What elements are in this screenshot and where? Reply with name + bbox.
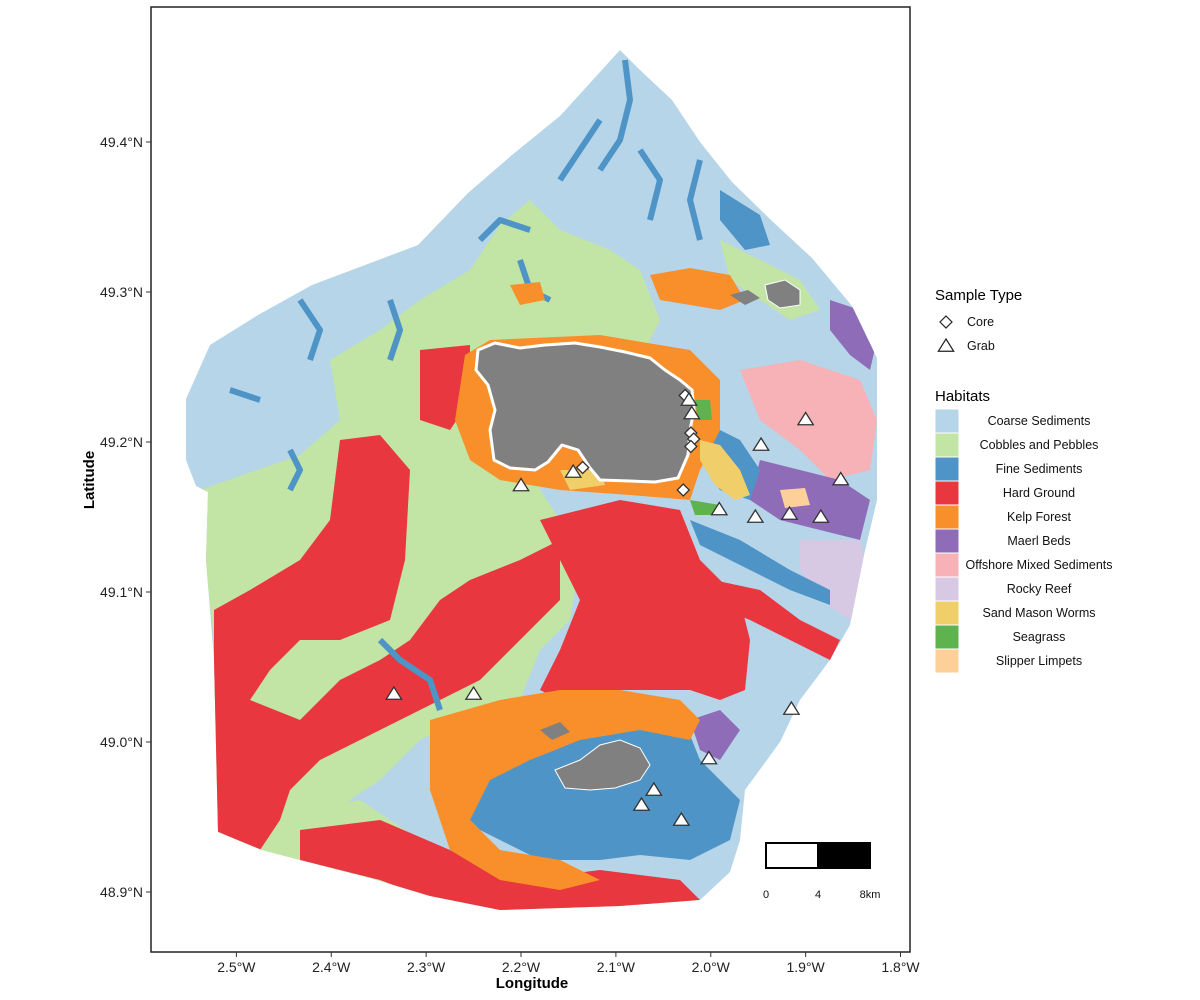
grab-sample-marker (512, 477, 530, 492)
grab-sample-marker (644, 781, 663, 796)
land-minquiers-west (540, 722, 570, 740)
x-tick-label: 2.5°W (217, 959, 256, 975)
habitat-legend-swatch (935, 481, 959, 505)
y-tick-label: 49.4°N (100, 134, 143, 150)
habitat-legend-label: Maerl Beds (1007, 534, 1070, 548)
x-tick-label: 2.0°W (692, 959, 731, 975)
core-sample-marker (676, 483, 691, 497)
habitat-maerl-beds-south (690, 710, 740, 760)
sample-legend-title: Sample Type (935, 287, 1022, 304)
habitat-maerl-beds-ne (830, 300, 877, 370)
sample-markers (385, 388, 850, 826)
grab-sample-marker (710, 501, 729, 516)
y-tick-label: 49.2°N (100, 434, 143, 450)
habitat-hard-ground-central (540, 500, 750, 700)
grab-sample-marker (464, 685, 483, 700)
x-axis-title: Longitude (496, 975, 568, 992)
habitat-seagrass-north (695, 400, 712, 420)
core-sample-marker (575, 460, 590, 475)
y-tick-label: 49.1°N (100, 584, 143, 600)
habitat-kelp-forest-north (650, 268, 745, 310)
habitat-legend-swatch (935, 649, 959, 673)
land-ecrehous (764, 279, 801, 309)
habitat-kelp-forest-north-small (510, 282, 545, 305)
habitat-legend-label: Seagrass (1013, 630, 1066, 644)
habitat-legend-label: Kelp Forest (1007, 510, 1071, 524)
habitat-legend-label: Rocky Reef (1007, 582, 1072, 596)
habitat-legend-swatch (935, 553, 959, 577)
grab-sample-marker (831, 471, 850, 486)
core-sample-marker (683, 439, 698, 454)
x-axis: 2.5°W 2.4°W 2.3°W 2.2°W 2.1°W 2.0°W 1.9°W 1.8°W (217, 952, 920, 975)
grab-sample-marker (796, 411, 815, 426)
x-tick-label: 1.8°W (881, 959, 920, 975)
habitats-legend: Habitats Coarse Sediments Cobbles and Peb… (935, 388, 1113, 673)
grab-sample-marker (682, 405, 701, 420)
grab-sample-marker (752, 436, 770, 451)
land-jersey (474, 341, 696, 484)
habitat-legend-label: Cobbles and Pebbles (980, 438, 1099, 452)
habitat-legend-swatch (935, 625, 959, 649)
triangle-legend-key (937, 337, 955, 352)
grab-sample-marker (780, 505, 799, 520)
scale-label-4: 4 (815, 889, 821, 901)
y-tick-label: 48.9°N (100, 884, 143, 900)
grab-sample-marker (782, 700, 801, 715)
land-minquiers (554, 739, 651, 791)
habitat-hard-ground-west (214, 435, 560, 850)
x-tick-label: 2.1°W (597, 959, 636, 975)
scale-bar: 0 4 8km (763, 842, 881, 901)
habitat-hard-ground-se (690, 575, 840, 660)
grab-sample-marker (811, 508, 830, 523)
x-tick-label: 1.9°W (786, 959, 825, 975)
y-axis: 48.9°N 49.0°N 49.1°N 49.2°N 49.3°N 49.4°N (100, 134, 151, 900)
habitat-kelp-forest-south (430, 690, 700, 890)
scale-label-8km: 8km (860, 889, 881, 901)
habitat-legend-swatch (935, 529, 959, 553)
grab-sample-marker (746, 508, 765, 523)
habitat-fine-sediments-north (720, 190, 770, 250)
habitat-legend-swatch (935, 577, 959, 601)
scale-bar-white-segment (765, 842, 819, 869)
habitat-legend-label: Offshore Mixed Sediments (965, 558, 1112, 572)
sample-type-legend: Sample Type Core Grab (935, 287, 1022, 353)
grab-sample-marker (564, 463, 583, 478)
habitat-slipper-limpets (780, 488, 810, 508)
habitat-sand-mason-worms (700, 440, 750, 500)
grab-sample-marker (632, 796, 651, 811)
sample-legend-label: Grab (967, 339, 995, 353)
x-tick-label: 2.4°W (312, 959, 351, 975)
diamond-legend-key (939, 315, 953, 329)
habitat-legend-label: Slipper Limpets (996, 654, 1082, 668)
habitat-legend-label: Sand Mason Worms (982, 606, 1095, 620)
grab-sample-marker (680, 391, 698, 406)
y-tick-label: 49.3°N (100, 284, 143, 300)
habitat-legend-swatch (935, 433, 959, 457)
y-axis-title: Latitude (81, 451, 98, 509)
habitat-fine-sediments-channel (690, 520, 830, 605)
habitat-legend-swatch (935, 409, 959, 433)
grab-sample-marker (672, 811, 691, 826)
land-ecrehous-west (730, 290, 760, 305)
habitat-legend-title: Habitats (935, 388, 990, 405)
grab-sample-marker (699, 750, 718, 765)
scale-label-0: 0 (763, 889, 769, 901)
habitat-legend-swatch (935, 505, 959, 529)
scale-bar-black-segment (817, 842, 871, 869)
habitat-legend-swatch (935, 601, 959, 625)
x-tick-label: 2.2°W (502, 959, 541, 975)
grab-sample-marker (385, 685, 403, 700)
sample-legend-label: Core (967, 315, 994, 329)
habitat-legend-label: Coarse Sediments (988, 414, 1091, 428)
habitat-rocky-reef-east (800, 540, 870, 620)
habitat-legend-label: Hard Ground (1003, 486, 1075, 500)
x-tick-label: 2.3°W (407, 959, 446, 975)
y-tick-label: 49.0°N (100, 734, 143, 750)
habitat-legend-swatch (935, 457, 959, 481)
habitat-legend-label: Fine Sediments (996, 462, 1083, 476)
